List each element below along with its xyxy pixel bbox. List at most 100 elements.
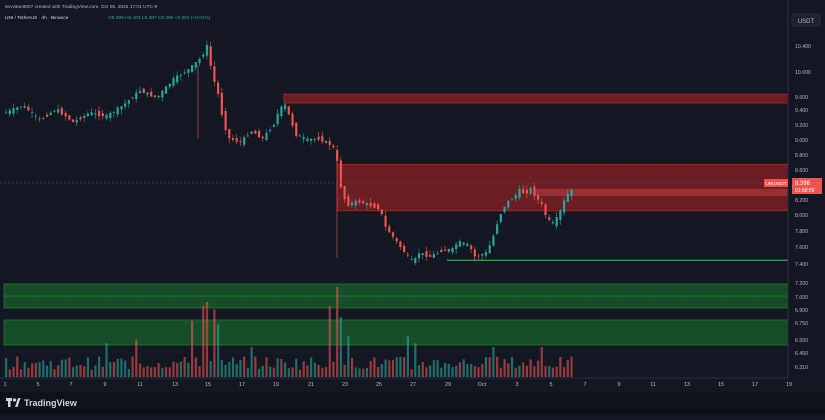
candle-body [339, 160, 342, 188]
date-tick-label: Oct [478, 382, 487, 388]
currency-box[interactable] [791, 13, 821, 27]
candle [317, 131, 320, 142]
candle [23, 102, 26, 109]
candle [559, 209, 562, 225]
volume-bar [280, 358, 283, 377]
candle-body [138, 90, 142, 93]
candle-body [79, 117, 82, 120]
candle [287, 106, 290, 115]
candle [391, 231, 395, 240]
date-tick-label: 23 [342, 382, 348, 388]
candle [135, 89, 138, 103]
volume-bar [425, 367, 428, 377]
candle-body [209, 46, 212, 66]
resistance-zone [336, 163, 789, 212]
volume-bar [142, 367, 145, 377]
date-tick-label: 19 [786, 382, 792, 388]
candle-body [302, 137, 305, 139]
price-tick-label: 9.200 [795, 123, 808, 129]
candle-body [269, 129, 272, 132]
candle-body [213, 66, 216, 82]
candle [429, 250, 432, 257]
candle [246, 132, 249, 138]
candle-body [198, 58, 201, 64]
candle [60, 105, 63, 116]
candle [120, 105, 123, 115]
candle-body [492, 235, 495, 246]
candle [269, 126, 272, 134]
candle [373, 201, 376, 209]
volume-bar [388, 360, 391, 377]
volume-bar [146, 366, 149, 377]
candle [377, 202, 380, 211]
candle-body [473, 249, 476, 257]
volume-bar [60, 359, 63, 377]
price-tick-label: 6.550 [795, 338, 808, 344]
candle-body [75, 119, 78, 123]
volume-bar [477, 367, 480, 377]
volume-bar [75, 365, 78, 377]
volume-bar [321, 367, 324, 377]
candle [388, 223, 391, 233]
candle [406, 252, 409, 258]
candle [86, 111, 90, 118]
candle-body [250, 131, 253, 134]
candle-body [548, 217, 551, 220]
candle-body [164, 86, 168, 94]
volume-bar [157, 363, 160, 377]
candle-body [45, 114, 49, 117]
candle-body [470, 245, 473, 249]
candle [161, 89, 164, 102]
candle [566, 189, 569, 203]
date-tick-label: 13 [172, 382, 178, 388]
candle [492, 233, 495, 247]
candle [462, 241, 465, 247]
candle [499, 213, 502, 225]
price-tick-label: 7.200 [795, 281, 808, 287]
volume-bar [417, 365, 421, 377]
candle-body [369, 202, 372, 207]
candle [5, 109, 8, 114]
candle-body [202, 54, 205, 57]
candle [533, 182, 536, 201]
candle [380, 209, 383, 216]
candle-body [64, 112, 67, 117]
candle-body [109, 113, 112, 118]
volume-bar [369, 361, 372, 377]
candle-body [298, 135, 302, 137]
volume-bar [563, 367, 566, 377]
volume-bar [443, 362, 447, 377]
volume-bar [112, 362, 116, 377]
candle [276, 108, 279, 128]
candle-body [98, 111, 101, 117]
current-price-tag [792, 178, 822, 194]
candle-body [484, 252, 488, 256]
date-tick-label: 1 [4, 382, 7, 388]
candle-body [466, 243, 469, 246]
volume-bar [414, 343, 417, 377]
candle [8, 107, 11, 117]
candle [362, 199, 365, 204]
candle-body [176, 75, 179, 83]
volume-bar [209, 361, 212, 377]
volume-bar [34, 363, 37, 377]
volume-bar [12, 367, 15, 377]
volume-bar [150, 367, 153, 377]
candle-body [443, 249, 447, 251]
candle [510, 197, 514, 201]
candle-body [421, 253, 424, 255]
candle [555, 211, 558, 230]
volume-bar [298, 369, 302, 377]
volume-bar [213, 309, 216, 377]
candle-body [440, 250, 443, 253]
volume-bar [313, 362, 316, 377]
date-tick-label: 5 [37, 382, 40, 388]
volume-bar [276, 358, 279, 377]
candle [470, 243, 473, 254]
candle [205, 40, 209, 60]
volume-bar [64, 359, 67, 377]
candle-body [220, 92, 223, 115]
volume-bar [514, 368, 517, 377]
